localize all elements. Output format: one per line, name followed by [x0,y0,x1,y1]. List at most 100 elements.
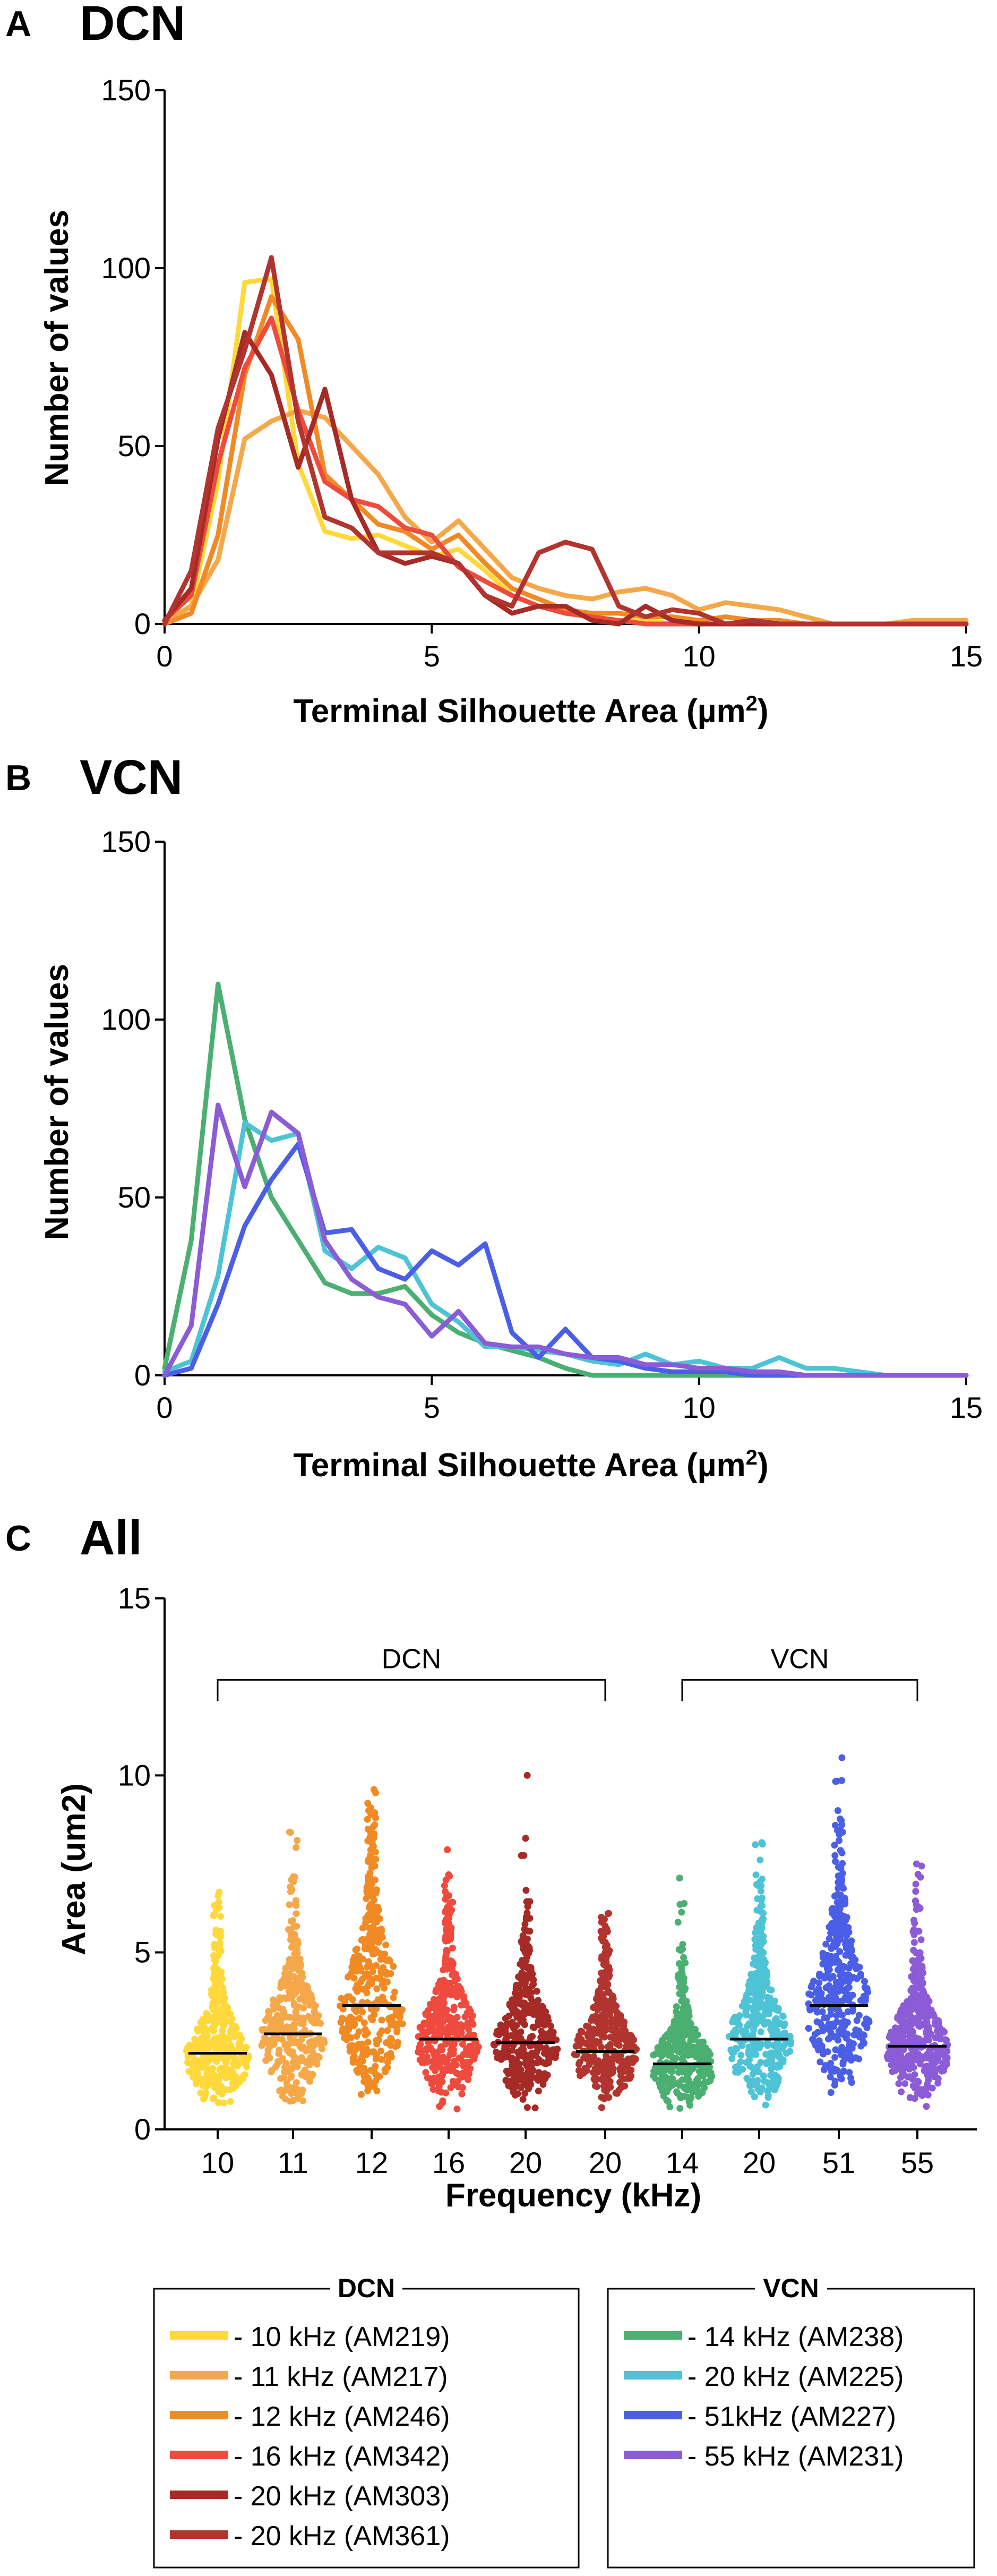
data-point [831,1821,839,1829]
x-axis-title-a-text: Terminal Silhouette Area (µm [293,693,745,730]
data-point [460,2062,467,2070]
data-point [381,1984,388,1992]
data-point [819,2008,826,2015]
series-lines-b [162,981,969,1378]
data-point [364,1816,371,1823]
data-point [338,1995,345,2002]
data-point [310,2058,317,2066]
data-point [598,2076,606,2083]
data-point [294,1837,301,1844]
dot-columns-c [183,1754,951,2112]
data-point [288,1931,295,1939]
data-point [192,2066,199,2073]
data-point [745,2077,753,2084]
data-point [356,2068,363,2076]
data-point [755,2002,763,2009]
data-point [215,1898,222,1905]
data-point [449,2078,457,2085]
data-point [613,2023,620,2031]
data-point [603,2072,611,2079]
data-point [205,2053,212,2060]
data-point [909,2082,917,2090]
data-point [360,2078,368,2085]
data-point [290,1991,298,1998]
data-point [918,2092,926,2099]
data-point [675,1946,683,1953]
data-point [306,2039,313,2046]
data-point [702,2044,709,2051]
data-point [611,2016,618,2024]
data-point [753,1924,760,1931]
data-point [626,2066,634,2074]
data-point [915,2055,923,2062]
data-point [853,2017,861,2024]
data-point [356,2015,363,2022]
data-point [368,2048,375,2056]
data-point [363,1989,371,1997]
data-point [552,2054,559,2061]
data-point [892,2025,900,2033]
data-point [261,2026,268,2033]
data-point [290,1878,297,1885]
legend-label: - 11 kHz (AM217) [234,2361,448,2392]
data-point [221,1995,229,2002]
data-point [760,2072,767,2079]
data-point [707,2077,714,2084]
data-point [204,2077,212,2084]
median-lines-c [188,2004,947,2066]
data-point [833,2034,841,2041]
data-point [363,2029,370,2036]
data-point [895,2080,903,2087]
data-point [897,2051,904,2059]
data-point [447,2046,454,2053]
data-point [617,2068,624,2075]
data-point [650,2072,657,2079]
data-point [822,1940,830,1948]
data-point [503,2067,510,2075]
data-point [933,2027,941,2034]
data-point [376,2031,383,2038]
data-point [918,1862,925,1870]
data-point [237,2043,244,2050]
data-point [213,2034,221,2042]
data-point [914,2077,922,2085]
data-point [841,1900,849,1907]
data-point [202,2017,210,2024]
data-point [732,2064,739,2071]
data-point [764,2019,771,2026]
data-point [750,2026,757,2033]
data-point [497,2021,504,2029]
data-point [608,2056,616,2064]
data-point [539,2010,547,2018]
data-point [758,1876,766,1882]
data-point [384,2059,391,2066]
data-point [835,1958,843,1966]
data-point [448,1924,455,1931]
data-point [837,1911,844,1918]
data-point [600,1961,607,1968]
data-point [209,2065,217,2072]
data-point [435,2001,443,2009]
panel-c-x-tick-label: 20 [589,2146,622,2179]
data-point [287,1918,295,1925]
data-point [227,2010,234,2018]
data-point [752,1841,759,1848]
data-point [359,1999,366,2006]
data-point [604,1910,612,1918]
data-point [291,1901,299,1908]
data-point [680,1954,687,1961]
data-point [439,2097,446,2104]
data-point [917,1996,925,2003]
data-point [598,2030,605,2037]
x-axis-title-b-close: ) [758,1447,769,1484]
data-point [390,1963,397,1970]
panel-c-y-tick-label: 15 [118,1581,151,1615]
data-point [539,2004,546,2011]
data-point [222,2002,229,2009]
data-point [593,2083,600,2090]
panel-b-x-tick-label: 15 [950,1391,983,1424]
data-point [836,2072,844,2079]
data-point [341,2034,348,2042]
data-point [906,2094,914,2101]
